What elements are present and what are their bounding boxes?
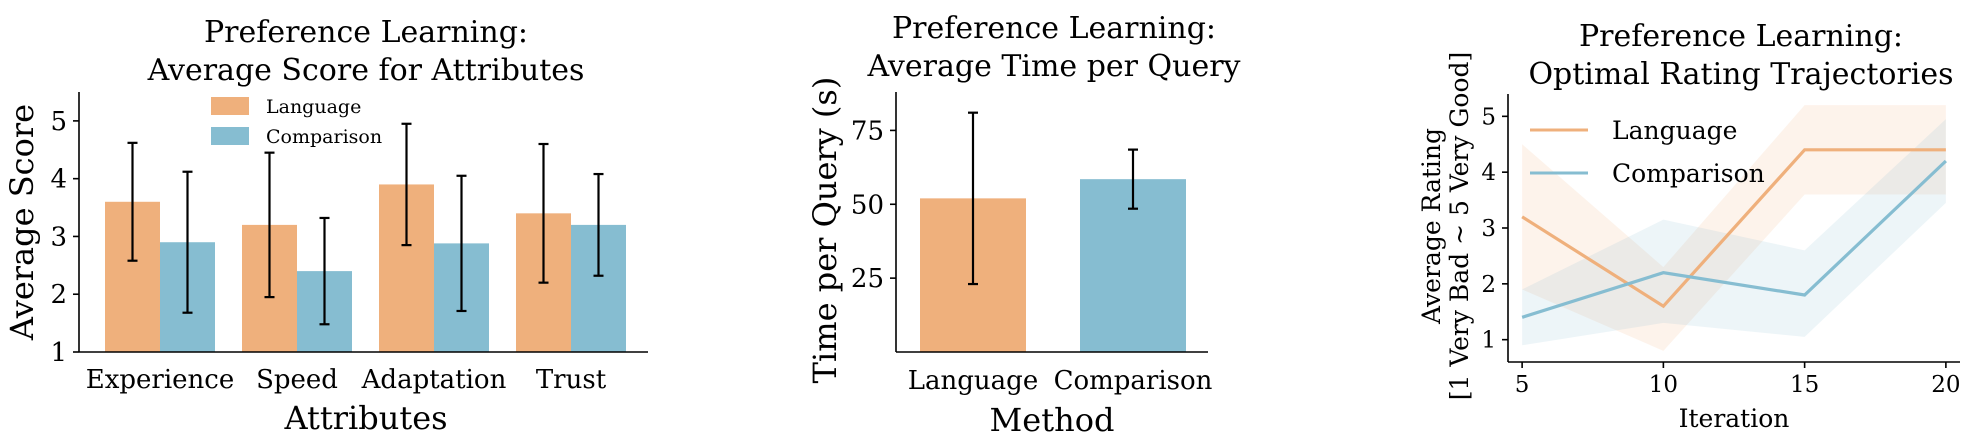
- chart1-y-tick-3: 3: [50, 222, 67, 252]
- chart3-x-ticks: 5 10 15 20: [1515, 362, 1961, 398]
- chart1-x-tick-experience: Experience: [86, 365, 235, 395]
- chart2-title-line2: Average Time per Query: [866, 49, 1240, 84]
- chart2-bars: [920, 179, 1186, 352]
- chart3-lines: [1521, 148, 1947, 319]
- chart3-legend-label-language: Language: [1612, 116, 1737, 145]
- chart1-bars: [105, 184, 626, 352]
- chart-rating-trajectories: Preference Learning: Optimal Rating Traj…: [1417, 19, 1961, 433]
- chart3-y-tick-1: 1: [1481, 328, 1496, 354]
- chart3-y-ticks: 1 2 3 4 5: [1481, 104, 1508, 354]
- chart2-error-bars: [968, 111, 1138, 286]
- chart2-x-ticks: Language Comparison: [908, 366, 1213, 396]
- chart1-y-tick-5: 5: [50, 107, 67, 137]
- chart3-x-label: Iteration: [1679, 404, 1790, 433]
- chart1-y-tick-2: 2: [50, 280, 67, 310]
- chart1-x-tick-speed: Speed: [256, 365, 338, 395]
- chart3-y-tick-2: 2: [1481, 272, 1496, 298]
- chart2-y-tick-75: 75: [851, 116, 884, 146]
- chart3-x-tick-10: 10: [1649, 372, 1678, 398]
- chart3-x-tick-15: 15: [1790, 372, 1819, 398]
- chart1-legend-swatch-language: [211, 97, 249, 115]
- chart3-y-tick-5: 5: [1481, 104, 1496, 130]
- chart1-x-label: Attributes: [283, 399, 447, 437]
- chart1-y-tick-4: 4: [50, 165, 67, 195]
- chart3-line-language: [1521, 148, 1946, 309]
- chart3-y-label-line2: [1 Very Bad ~ 5 Very Good]: [1445, 52, 1474, 401]
- chart2-y-label: Time per Query (s): [806, 77, 844, 384]
- chart2-y-tick-25: 25: [851, 264, 884, 294]
- chart2-x-tick-comparison: Comparison: [1054, 366, 1213, 396]
- chart1-legend: Language Comparison: [211, 96, 382, 148]
- chart1-x-tick-adaptation: Adaptation: [361, 365, 507, 395]
- chart-time-per-query: Preference Learning: Average Time per Qu…: [806, 11, 1241, 439]
- chart3-y-tick-4: 4: [1481, 160, 1496, 186]
- chart3-x-tick-20: 20: [1931, 372, 1960, 398]
- chart3-legend-label-comparison: Comparison: [1612, 159, 1765, 188]
- chart2-x-label: Method: [990, 401, 1115, 439]
- chart2-y-ticks: 25 50 75: [851, 116, 896, 294]
- chart3-band-comparison: [1522, 119, 1946, 346]
- chart1-legend-label-comparison: Comparison: [266, 126, 382, 148]
- chart3-title-line2: Optimal Rating Trajectories: [1528, 57, 1953, 92]
- chart3-line-comparison: [1521, 159, 1947, 319]
- chart2-x-tick-language: Language: [908, 366, 1038, 396]
- chart1-y-label: Average Score: [3, 104, 41, 341]
- chart1-title-line2: Average Score for Attributes: [147, 53, 585, 88]
- chart2-y-tick-50: 50: [851, 190, 884, 220]
- chart1-legend-label-language: Language: [266, 96, 361, 118]
- chart1-y-ticks: 1 2 3 4 5: [50, 107, 79, 368]
- chart1-x-tick-trust: Trust: [536, 365, 607, 395]
- chart3-x-tick-5: 5: [1515, 372, 1530, 398]
- chart1-y-tick-1: 1: [50, 338, 67, 368]
- chart3-y-label-line1: Average Rating: [1417, 128, 1446, 325]
- chart2-title-line1: Preference Learning:: [892, 11, 1216, 46]
- chart1-error-bars: [127, 122, 604, 326]
- chart3-title-line1: Preference Learning:: [1579, 19, 1903, 54]
- chart-average-score: Preference Learning: Average Score for A…: [3, 15, 648, 437]
- chart1-title-line1: Preference Learning:: [204, 15, 528, 50]
- chart3-y-tick-3: 3: [1481, 216, 1496, 242]
- chart3-legend: Language Comparison: [1530, 116, 1765, 188]
- chart1-x-ticks: Experience Speed Adaptation Trust: [86, 365, 607, 395]
- chart1-legend-swatch-comparison: [211, 127, 249, 145]
